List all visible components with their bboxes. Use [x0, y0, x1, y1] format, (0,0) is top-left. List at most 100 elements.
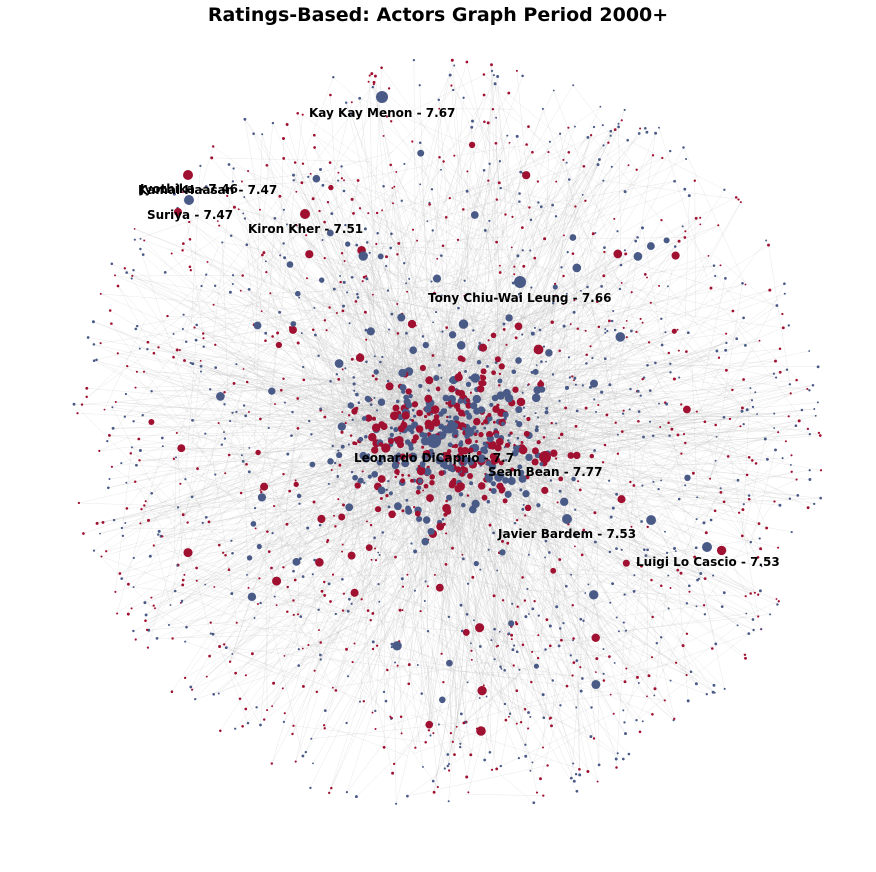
graph-node — [129, 452, 133, 455]
graph-node — [515, 650, 519, 654]
graph-node — [281, 687, 284, 690]
graph-node — [292, 179, 295, 182]
graph-node — [272, 681, 276, 685]
graph-node — [560, 497, 569, 506]
graph-node — [673, 245, 677, 248]
graph-node — [264, 339, 267, 343]
graph-node — [582, 619, 585, 622]
graph-node — [511, 648, 515, 652]
graph-node — [525, 143, 528, 146]
graph-node — [558, 132, 562, 135]
graph-node — [213, 586, 216, 588]
graph-node — [282, 208, 285, 211]
graph-node — [144, 613, 148, 617]
graph-node — [573, 379, 575, 382]
graph-node — [496, 475, 500, 478]
graph-node — [758, 339, 761, 342]
graph-node — [415, 425, 424, 433]
graph-node — [518, 469, 525, 476]
graph-node — [487, 339, 490, 342]
graph-node — [189, 361, 192, 364]
graph-node — [758, 589, 762, 593]
graph-node — [641, 377, 644, 381]
graph-node — [332, 75, 335, 79]
graph-node — [332, 287, 336, 291]
graph-node — [484, 420, 488, 424]
graph-node — [400, 577, 404, 581]
graph-node — [518, 668, 521, 671]
graph-node — [442, 463, 449, 470]
graph-node — [475, 429, 479, 434]
graph-node — [784, 440, 787, 443]
graph-node — [613, 217, 616, 220]
graph-node — [636, 675, 639, 679]
graph-node — [739, 201, 742, 204]
graph-node — [716, 545, 727, 556]
graph-node — [502, 477, 509, 484]
graph-node — [591, 357, 594, 360]
graph-node — [235, 410, 238, 413]
graph-node — [712, 574, 715, 577]
graph-node — [419, 364, 426, 372]
graph-node — [617, 495, 626, 504]
graph-node — [585, 362, 588, 365]
graph-node — [602, 179, 605, 182]
graph-node — [446, 494, 453, 501]
graph-node — [808, 478, 812, 481]
graph-node — [387, 505, 391, 509]
graph-node — [375, 644, 379, 647]
graph-node — [540, 360, 543, 363]
graph-node — [633, 574, 636, 577]
graph-node — [691, 471, 695, 475]
graph-node — [378, 455, 384, 461]
graph-node — [511, 215, 514, 218]
graph-node — [408, 277, 411, 280]
graph-node — [497, 181, 501, 185]
graph-node — [522, 490, 530, 498]
graph-node — [684, 474, 691, 481]
graph-node — [754, 462, 758, 465]
graph-node — [450, 400, 456, 405]
graph-node — [682, 146, 685, 149]
graph-node — [466, 170, 469, 173]
graph-node — [560, 638, 563, 642]
graph-node — [391, 187, 394, 189]
graph-node — [526, 587, 529, 590]
graph-node — [694, 216, 698, 220]
graph-node — [245, 243, 249, 246]
graph-node — [659, 425, 662, 429]
graph-node — [641, 226, 644, 230]
graph-node — [282, 566, 285, 569]
graph-node — [186, 521, 189, 524]
graph-node — [350, 101, 353, 104]
graph-node — [657, 487, 660, 491]
graph-node — [579, 666, 582, 669]
graph-node — [304, 750, 307, 754]
graph-node — [418, 383, 423, 389]
graph-node — [369, 523, 373, 527]
graph-node — [564, 406, 568, 410]
graph-node — [699, 216, 702, 219]
graph-node — [445, 532, 448, 535]
graph-node — [348, 597, 351, 601]
graph-node — [465, 189, 469, 193]
graph-node — [394, 468, 400, 475]
graph-node — [508, 715, 510, 718]
graph-node — [559, 704, 562, 707]
graph-node — [636, 389, 640, 393]
graph-node — [377, 551, 380, 554]
graph-node — [292, 173, 295, 177]
actor-label: Sean Bean - 7.77 — [488, 465, 602, 479]
graph-node — [592, 125, 596, 129]
graph-node — [433, 573, 436, 576]
graph-node — [529, 249, 532, 252]
graph-node — [758, 537, 761, 540]
graph-node — [597, 403, 600, 407]
graph-node — [608, 655, 611, 658]
graph-node — [552, 284, 558, 290]
graph-node — [310, 737, 313, 740]
graph-node — [406, 290, 409, 293]
graph-node — [207, 520, 211, 524]
graph-node — [660, 584, 663, 587]
graph-node — [794, 424, 798, 427]
